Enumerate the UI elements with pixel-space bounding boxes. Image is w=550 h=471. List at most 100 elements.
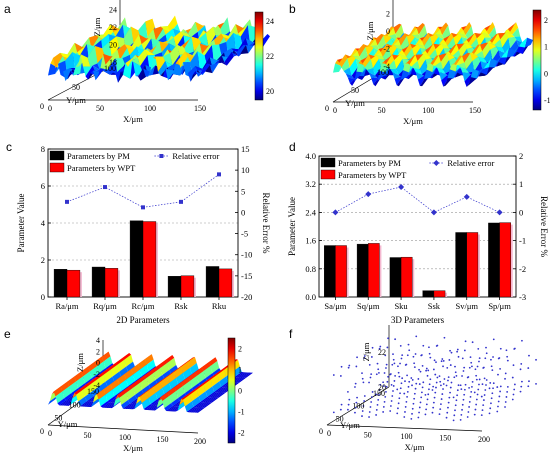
scatter-point — [435, 381, 438, 384]
scatter-point — [484, 389, 487, 391]
z-tick-label: 18 — [109, 58, 117, 67]
scatter-point — [492, 356, 494, 358]
surface-cell — [395, 49, 405, 59]
scatter-point — [449, 364, 452, 366]
surface-cell — [155, 374, 165, 384]
bar-pm-1 — [356, 243, 369, 298]
surface-cell — [162, 53, 173, 66]
surface-cell — [333, 63, 342, 73]
surface-cell — [160, 362, 170, 375]
surface-cell — [498, 57, 507, 65]
scatter-point — [377, 368, 380, 371]
bar-wpt-4 — [466, 232, 479, 298]
surface-cell — [205, 373, 215, 382]
scatter-point — [362, 405, 365, 407]
scatter-point — [433, 396, 436, 399]
scatter-point — [389, 405, 392, 407]
surface-cell — [217, 17, 228, 30]
scatter-point — [497, 405, 499, 408]
surface-cell — [464, 74, 473, 88]
surface-cell — [444, 53, 453, 56]
scatter-point — [446, 411, 449, 414]
y2-tick-label: -1 — [519, 236, 526, 246]
surface-cell — [221, 33, 231, 40]
surface-cell — [464, 43, 473, 49]
surface-cell — [60, 381, 70, 392]
surface-cell — [429, 49, 438, 59]
scatter-point — [512, 393, 515, 396]
scatter-point — [478, 357, 481, 359]
scatter-point — [521, 380, 523, 383]
scatter-point — [361, 372, 363, 375]
scatter-point — [406, 395, 408, 398]
y-axis-title: Parameter Value — [16, 193, 26, 252]
surface-cell — [53, 386, 63, 397]
scatter-point — [399, 344, 402, 347]
x-tick-label: 100 — [401, 432, 413, 441]
y-tick-label: 2.4 — [305, 207, 316, 217]
surface-cell — [209, 57, 220, 67]
scatter-point — [506, 385, 509, 388]
surface-cell — [149, 41, 160, 53]
colorbar-tick-label: 22 — [266, 52, 274, 61]
surface-cell — [134, 389, 144, 399]
scatter-point — [339, 408, 342, 411]
surface-cell — [205, 386, 215, 397]
surface-cell — [105, 389, 115, 402]
scatter-point — [392, 390, 394, 392]
surface-cell — [494, 39, 503, 48]
surface-cell — [67, 42, 78, 59]
y-tick-label: 100 — [104, 64, 116, 73]
x-tick-label: Rsk — [174, 301, 188, 311]
bar-wpt-2 — [142, 221, 157, 298]
scatter-point — [389, 410, 392, 412]
scatter-point — [368, 411, 371, 413]
surface-cell — [83, 65, 93, 77]
surface-cell — [169, 44, 180, 66]
surface-cell — [48, 396, 57, 405]
surface-cell — [377, 35, 386, 51]
scatter-point — [399, 387, 402, 390]
scatter-point — [447, 379, 449, 382]
y-tick-label: 150 — [373, 389, 385, 398]
surface-cell — [483, 40, 493, 48]
surface-cell — [124, 354, 133, 367]
surface-cell — [394, 76, 403, 86]
surface-cell — [110, 49, 120, 60]
surface-cell — [512, 27, 521, 37]
scatter-point — [340, 365, 343, 368]
surface-cell — [339, 54, 348, 68]
surface-cell — [74, 387, 83, 395]
surface-cell — [436, 67, 446, 74]
x-tick-label: Ra/μm — [56, 301, 79, 311]
panel-e: e 4 2 0 -2 -4 0 50 100 150 200 150 100 50 0 Z/μm X/μm Y/… — [0, 325, 275, 466]
surface-cell — [138, 21, 148, 40]
scatter-point — [449, 386, 452, 389]
surface-cell — [453, 55, 463, 65]
panel-label-d: d — [289, 140, 296, 154]
surface-cell — [96, 361, 106, 374]
scatter-point — [504, 377, 506, 380]
scatter-point — [399, 392, 401, 395]
surface-cell — [94, 372, 104, 380]
z-tick-label: 22 — [378, 348, 386, 357]
surface-cell — [155, 56, 166, 72]
scatter-point — [418, 383, 421, 385]
scatter-3d-f: 242220050100150200150100500Z/μmX/μmY/μm — [319, 313, 537, 452]
surface-cell — [407, 54, 416, 65]
legend-marker — [433, 160, 440, 166]
surface-cell — [248, 36, 258, 49]
surface-cell — [185, 51, 195, 58]
surface-cell — [514, 36, 523, 43]
surface-cell — [220, 17, 230, 37]
surface-cell — [363, 44, 372, 47]
surface-cell — [194, 384, 204, 390]
scatter-point — [404, 406, 407, 408]
surface-cell — [168, 406, 177, 412]
surface-cell — [426, 62, 435, 73]
surface-cell — [382, 47, 391, 61]
scatter-point — [464, 383, 467, 386]
legend-swatch-1 — [49, 162, 65, 173]
surface-cell — [439, 72, 448, 81]
surface-cell — [144, 386, 154, 393]
